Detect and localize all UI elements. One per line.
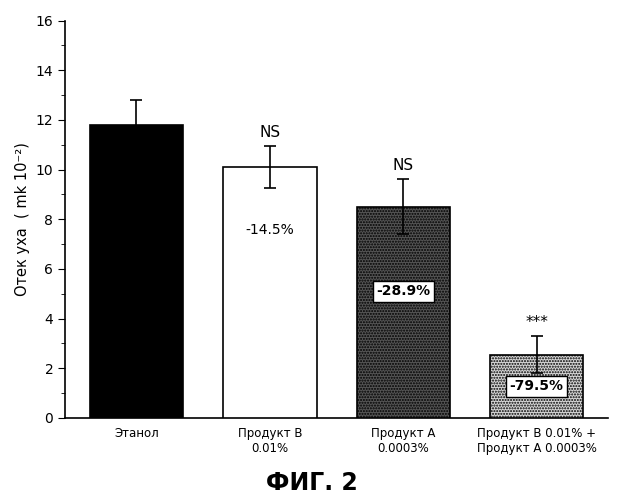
Text: -14.5%: -14.5% [245, 223, 294, 237]
Y-axis label: Отек уха  ( mk 10⁻²): Отек уха ( mk 10⁻²) [15, 142, 30, 296]
Bar [223, 167, 316, 418]
Bar [356, 207, 450, 418]
Text: -79.5%: -79.5% [510, 380, 564, 394]
Text: NS: NS [392, 158, 414, 174]
Text: -28.9%: -28.9% [376, 284, 430, 298]
Bar [490, 354, 583, 418]
Text: ***: *** [525, 315, 548, 330]
Bar [90, 125, 183, 418]
Text: NS: NS [259, 124, 280, 140]
Text: ФИГ. 2: ФИГ. 2 [265, 471, 358, 495]
